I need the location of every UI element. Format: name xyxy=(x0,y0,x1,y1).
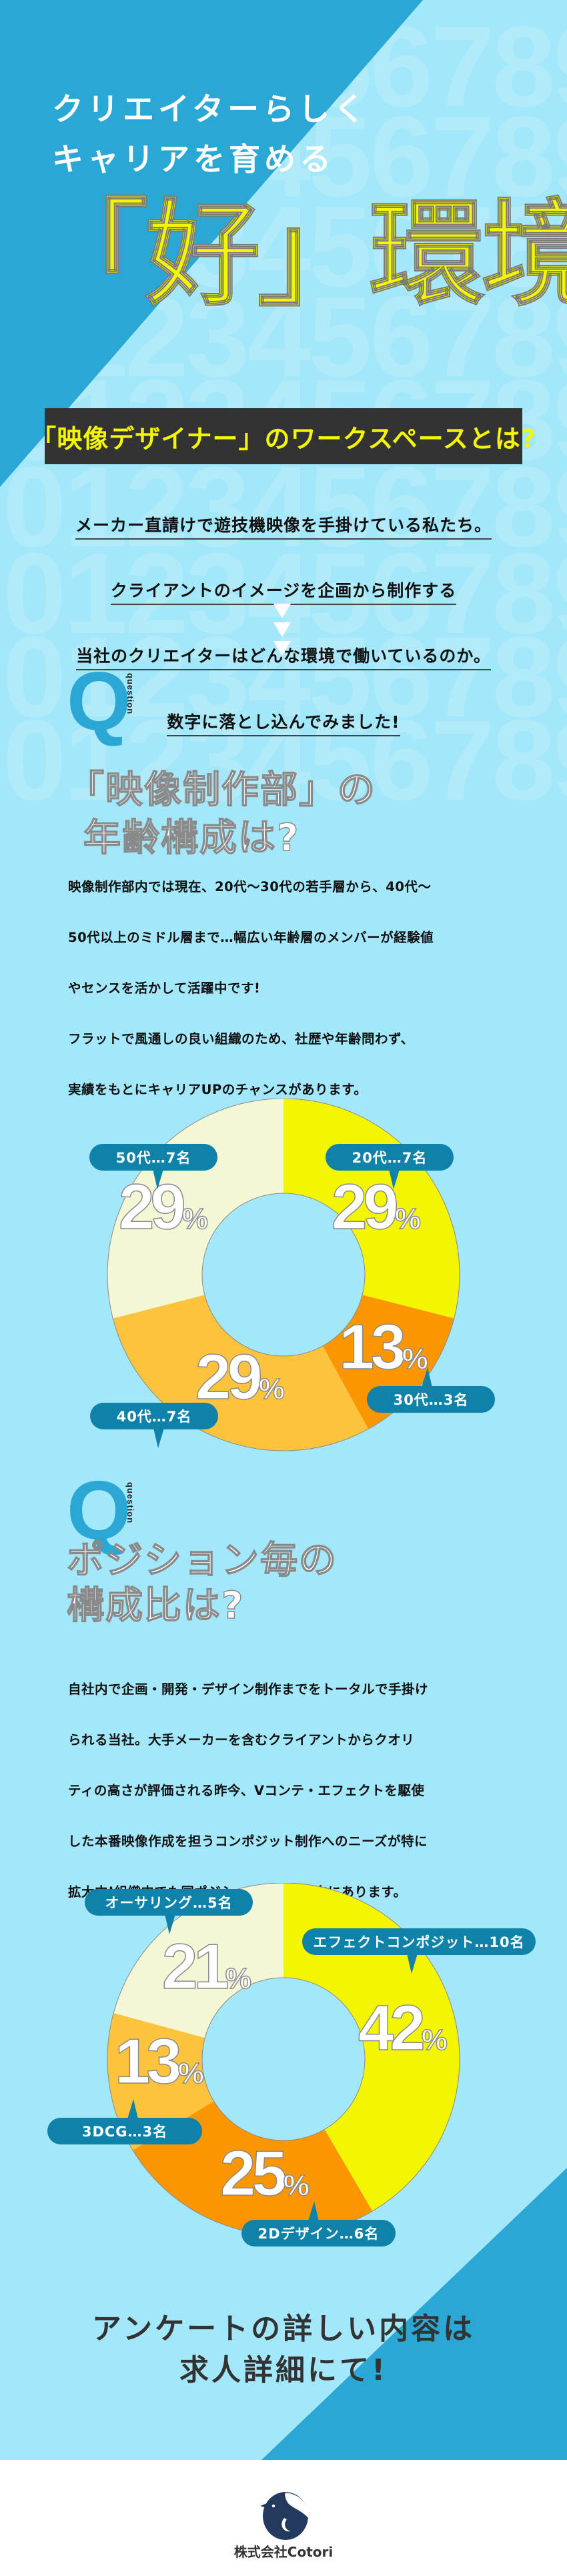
donut-slice xyxy=(322,1295,454,1429)
intro-line: 数字に落とし込んでみました! xyxy=(0,709,567,736)
section2-title-line2: 構成比は? xyxy=(66,1583,245,1628)
q-letter: Q xyxy=(67,656,131,748)
label-bubble-2d-design: 2Dデザイン…6名 xyxy=(241,2201,396,2246)
age-composition-donut-chart: 29% 13% 29% 29% 20代…7名 30代…3名 40代…7名 50代… xyxy=(0,1099,567,1452)
hero-headline-line2: キャリアを育める xyxy=(52,141,335,178)
down-triangle-icon xyxy=(273,622,291,637)
label-bubble-40s: 40代…7名 xyxy=(90,1403,218,1448)
down-triangle-icon xyxy=(273,641,291,656)
background-digits-row: 0123456789 xyxy=(3,613,567,741)
down-triangle-icon xyxy=(273,604,291,618)
label-bubble-3dcg: 3DCG…3名 xyxy=(47,2099,202,2144)
intro-line-text: 数字に落とし込んでみました! xyxy=(167,709,400,736)
section1-paragraph: 映像制作部内では現在、20代〜30代の若手層から、40代〜 50代以上のミドル層… xyxy=(68,862,508,1115)
diagonal-shapes xyxy=(0,0,567,2460)
cta-line2: 求人詳細にて! xyxy=(179,2353,388,2387)
intro-line-text: 当社のクリエイターはどんな環境で働いているのか。 xyxy=(76,643,491,670)
intro-line: メーカー直請けで遊技機映像を手掛けている私たち。 xyxy=(0,512,567,540)
donut-svg xyxy=(107,1099,460,1451)
label-bubble-30s: 30代…3名 xyxy=(367,1367,495,1413)
intro-line-text: メーカー直請けで遊技機映像を手掛けている私たち。 xyxy=(75,512,492,540)
intro-line: クライアントのイメージを企画から制作する xyxy=(0,578,567,605)
scroll-down-arrows xyxy=(273,604,292,660)
workspace-banner: 「映像デザイナー」のワークスペースとは? xyxy=(31,408,536,464)
pct-label-effect-composite: 42% xyxy=(358,1992,448,2064)
section2-title-line1: ポジション毎の xyxy=(66,1538,338,1583)
paragraph-line: した本番映像作成を担うコンポジット制作へのニーズが特に xyxy=(68,1834,428,1849)
position-composition-donut-chart: 42% 25% 13% 21% エフェクトコンポジット…10名 2Dデザイン…6… xyxy=(0,1883,567,2250)
section2-paragraph: 自社内で企画・開発・デザイン制作までをトータルで手掛け られる当社。大手メーカー… xyxy=(68,1664,508,1918)
pct-label-50s: 29% xyxy=(118,1171,208,1243)
q-sub-label: question xyxy=(125,1482,135,1524)
paragraph-line: 50代以上のミドル層まで…幅広い年齢層のメンバーが経験値 xyxy=(68,930,434,945)
pct-label-40s: 29% xyxy=(195,1341,285,1413)
label-bubble-20s: 20代…7名 xyxy=(326,1144,454,1189)
paragraph-line: フラットで風通しの良い組織のため、社歴や年齢問わず、 xyxy=(68,1031,414,1047)
banner-text: 「映像デザイナー」のワークスペースとは? xyxy=(31,424,536,454)
label-bubble-50s: 50代…7名 xyxy=(89,1144,217,1189)
paragraph-line: 実績をもとにキャリアUPのチャンスがあります。 xyxy=(68,1082,368,1097)
pct-label-20s: 29% xyxy=(331,1171,421,1243)
q-letter: Q xyxy=(67,1465,131,1557)
question-q-icon: Q question xyxy=(67,1467,140,1554)
donut-slice xyxy=(113,1883,284,2038)
paragraph-line: やセンスを活かして活躍中です! xyxy=(68,981,261,996)
label-bubble-authoring: オーサリング…5名 xyxy=(85,1889,253,1934)
pct-label-authoring: 21% xyxy=(161,1931,251,2002)
hero-headline-line1: クリエイターらしく xyxy=(52,91,370,128)
donut-slice xyxy=(107,1099,284,1319)
paragraph-line: られる当社。大手メーカーを含むクライアントからクオリ xyxy=(68,1732,415,1748)
q-sub-label: question xyxy=(125,673,135,715)
section1-title-line1: 「映像制作部」の xyxy=(66,768,376,812)
paragraph-line: 自社内で企画・開発・デザイン制作までをトータルで手掛け xyxy=(68,1682,429,1697)
intro-line: 当社のクリエイターはどんな環境で働いているのか。 xyxy=(0,643,567,670)
background-digits-row: 0123456789 xyxy=(3,443,567,571)
cta-line1: アンケートの詳しい内容は xyxy=(91,2312,476,2346)
paragraph-line: ティの高さが評価される昨今、Vコンテ・エフェクトを駆使 xyxy=(68,1783,425,1798)
paragraph-line: 映像制作部内では現在、20代〜30代の若手層から、40代〜 xyxy=(68,879,432,894)
hero-big-title: 「好」環境。 xyxy=(33,187,567,322)
question-q-icon: Q question xyxy=(67,658,140,745)
pct-label-30s: 13% xyxy=(338,1311,428,1383)
intro-line-text: クライアントのイメージを企画から制作する xyxy=(110,578,457,605)
pct-label-3dcg: 13% xyxy=(114,2026,204,2097)
company-name: 株式会社Cotori xyxy=(233,2544,334,2560)
label-bubble-effect-composite: エフェクトコンポジット…10名 xyxy=(302,1928,536,1974)
pct-label-2d-design: 25% xyxy=(219,2138,310,2209)
background-digits-row: 0123456789 xyxy=(3,696,567,824)
section1-title-line2: 年齢構成は? xyxy=(83,816,300,860)
cotori-bird-logo-icon xyxy=(260,2492,309,2540)
